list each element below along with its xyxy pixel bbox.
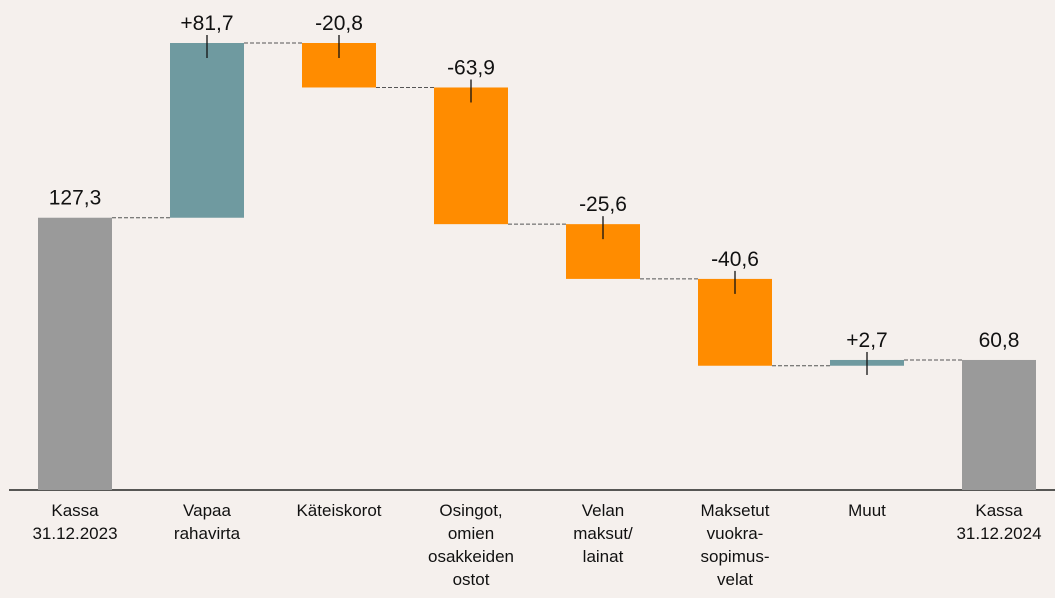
bar	[962, 359, 1036, 490]
x-tick-label: lainat	[583, 547, 624, 566]
bar	[38, 217, 112, 490]
x-tick-label: sopimus-	[701, 547, 770, 566]
x-tick-label: Muut	[848, 501, 886, 520]
x-tick-label: velat	[717, 570, 753, 589]
x-tick-label: rahavirta	[174, 524, 241, 543]
x-tick-label: 31.12.2024	[956, 524, 1041, 543]
x-tick-label: Velan	[582, 501, 625, 520]
x-tick-label: maksut/	[573, 524, 633, 543]
x-tick-label: osakkeiden	[428, 547, 514, 566]
x-tick-label: vuokra-	[707, 524, 764, 543]
value-label: +2,7	[846, 329, 887, 352]
value-label: -63,9	[447, 56, 495, 79]
bar	[434, 87, 508, 225]
x-tick-label: 31.12.2023	[32, 524, 117, 543]
value-label: +81,7	[180, 12, 233, 35]
x-tick-label: Maksetut	[701, 501, 770, 520]
bar	[170, 43, 244, 218]
x-tick-label: Kassa	[51, 501, 99, 520]
x-tick-label: omien	[448, 524, 494, 543]
x-tick-label: ostot	[453, 570, 490, 589]
value-label: -25,6	[579, 193, 627, 216]
x-tick-label: Käteiskorot	[296, 501, 381, 520]
value-label: -20,8	[315, 12, 363, 35]
x-tick-label: Vapaa	[183, 501, 231, 520]
value-label: 127,3	[49, 187, 102, 210]
x-tick-label: Kassa	[975, 501, 1023, 520]
x-tick-label: Osingot,	[439, 501, 502, 520]
value-label: -40,6	[711, 248, 759, 271]
value-label: 60,8	[979, 329, 1020, 352]
